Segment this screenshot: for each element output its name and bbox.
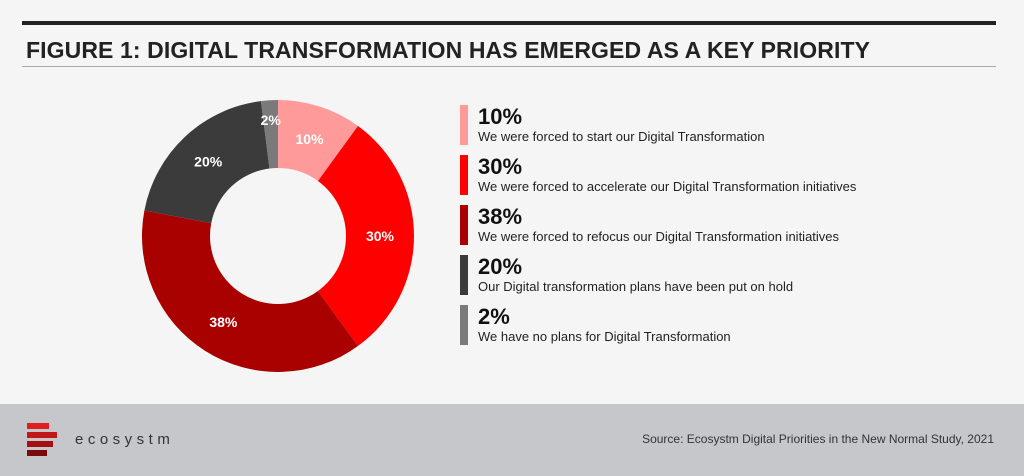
donut-slice-accelerate [317,125,414,347]
legend-text: Our Digital transformation plans have be… [478,279,794,294]
chart-legend: 10% We were forced to start our Digital … [460,105,1000,357]
title-divider [22,66,996,67]
top-rule [22,21,996,25]
footer-bar [0,404,1024,476]
legend-item-accelerate: 30% We were forced to accelerate our Dig… [460,155,1000,195]
legend-swatch [460,105,468,145]
figure-title: FIGURE 1: DIGITAL TRANSFORMATION HAS EME… [26,37,871,63]
legend-swatch [460,155,468,195]
legend-item-refocus: 38% We were forced to refocus our Digita… [460,205,1000,245]
legend-item-no-plans: 2% We have no plans for Digital Transfor… [460,305,1000,345]
slice-label-refocus: 38% [209,314,238,330]
legend-value: 20% [478,254,523,279]
legend-text: We were forced to start our Digital Tran… [478,129,765,144]
legend-value: 10% [478,104,523,129]
legend-swatch [460,305,468,345]
donut-slice-refocus [142,210,358,372]
legend-item-on-hold: 20% Our Digital transformation plans hav… [460,255,1000,295]
donut-slice-no-plans [260,100,278,169]
legend-value: 38% [478,204,523,229]
donut-slice-start [278,100,358,181]
legend-swatch [460,255,468,295]
legend-value: 2% [478,304,510,329]
slice-label-start: 10% [296,131,325,147]
legend-text: We were forced to refocus our Digital Tr… [478,229,840,244]
source-note: Source: Ecosystm Digital Priorities in t… [642,432,994,446]
slice-label-accelerate: 30% [366,228,395,244]
donut-slice-on-hold [144,101,270,224]
slice-label-no-plans: 2% [261,112,282,128]
slice-label-on-hold: 20% [194,154,223,170]
legend-value: 30% [478,154,523,179]
legend-text: We were forced to accelerate our Digital… [478,179,857,194]
legend-swatch [460,205,468,245]
brand-name: ecosystm [75,431,175,448]
legend-text: We have no plans for Digital Transformat… [478,329,731,344]
legend-item-start: 10% We were forced to start our Digital … [460,105,1000,145]
donut-chart: 10% 30% 38% 20% 2% [132,90,424,382]
donut-chart-svg: 10% 30% 38% 20% 2% [142,100,414,372]
ecosystm-logo-icon [27,423,57,456]
